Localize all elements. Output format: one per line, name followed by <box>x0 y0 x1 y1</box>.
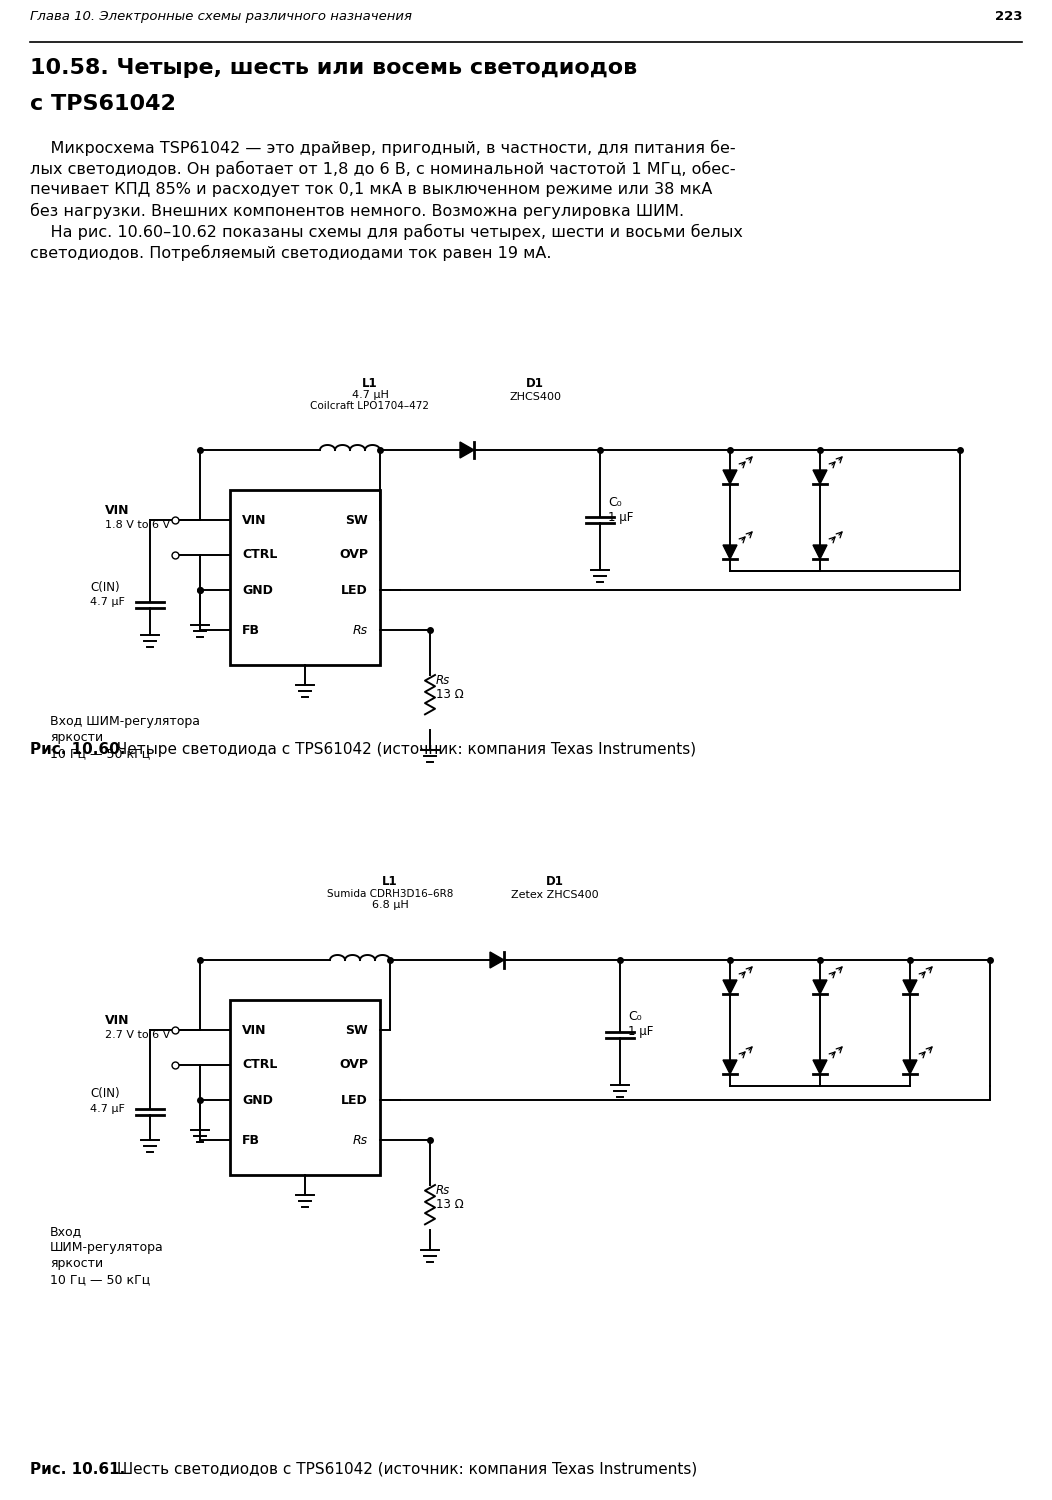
Text: L1: L1 <box>382 874 398 888</box>
Text: 1 µF: 1 µF <box>628 1026 653 1038</box>
Text: VIN: VIN <box>242 1023 266 1036</box>
Text: 223: 223 <box>994 10 1021 22</box>
Text: Вход: Вход <box>50 1226 82 1238</box>
Text: На рис. 10.60–10.62 показаны схемы для работы четырех, шести и восьми белых: На рис. 10.60–10.62 показаны схемы для р… <box>31 224 743 240</box>
Text: C(IN): C(IN) <box>90 580 120 594</box>
Text: яркости: яркости <box>50 1257 103 1270</box>
Text: 1.8 V to 6 V: 1.8 V to 6 V <box>105 520 170 530</box>
Polygon shape <box>723 1060 737 1074</box>
Text: 4.7 µF: 4.7 µF <box>90 1104 125 1114</box>
Text: D1: D1 <box>546 874 564 888</box>
Text: LED: LED <box>341 584 368 597</box>
Text: лых светодиодов. Он работает от 1,8 до 6 В, с номинальной частотой 1 МГц, обес-: лых светодиодов. Он работает от 1,8 до 6… <box>31 160 735 177</box>
Text: 1 µF: 1 µF <box>608 510 633 524</box>
Text: ZHCS400: ZHCS400 <box>509 392 561 402</box>
Text: GND: GND <box>242 584 272 597</box>
Text: Микросхема TSP61042 — это драйвер, пригодный, в частности, для питания бе-: Микросхема TSP61042 — это драйвер, приго… <box>31 140 735 156</box>
Text: 10.58. Четыре, шесть или восемь светодиодов: 10.58. Четыре, шесть или восемь светодио… <box>31 58 638 78</box>
Text: VIN: VIN <box>105 504 129 516</box>
Polygon shape <box>903 1060 917 1074</box>
Polygon shape <box>723 470 737 484</box>
Text: Rs: Rs <box>436 674 450 687</box>
Text: L1: L1 <box>362 376 378 390</box>
Text: с TPS61042: с TPS61042 <box>31 94 176 114</box>
Text: CTRL: CTRL <box>242 549 278 561</box>
Text: без нагрузки. Внешних компонентов немного. Возможна регулировка ШИМ.: без нагрузки. Внешних компонентов немног… <box>31 202 684 219</box>
Text: светодиодов. Потребляемый светодиодами ток равен 19 мА.: светодиодов. Потребляемый светодиодами т… <box>31 244 551 261</box>
Text: Глава 10. Электронные схемы различного назначения: Глава 10. Электронные схемы различного н… <box>31 10 412 22</box>
Bar <box>230 490 380 664</box>
Text: FB: FB <box>242 1134 260 1146</box>
Text: Sumida CDRH3D16–6R8: Sumida CDRH3D16–6R8 <box>327 890 453 898</box>
Text: OVP: OVP <box>339 1059 368 1071</box>
Text: Coilcraft LPO1704–472: Coilcraft LPO1704–472 <box>310 400 429 411</box>
Text: Rs: Rs <box>352 1134 368 1146</box>
Polygon shape <box>460 442 474 458</box>
Text: Рис. 10.61.: Рис. 10.61. <box>31 1462 125 1478</box>
Polygon shape <box>813 470 827 484</box>
Polygon shape <box>903 980 917 994</box>
Text: 13 Ω: 13 Ω <box>436 688 464 702</box>
Text: 6.8 µH: 6.8 µH <box>371 900 408 910</box>
Text: C₀: C₀ <box>628 1011 642 1023</box>
Polygon shape <box>723 544 737 560</box>
Polygon shape <box>490 952 504 968</box>
Text: печивает КПД 85% и расходует ток 0,1 мкА в выключенном режиме или 38 мкА: печивает КПД 85% и расходует ток 0,1 мкА… <box>31 182 712 196</box>
Text: Rs: Rs <box>436 1184 450 1197</box>
Text: SW: SW <box>345 1023 368 1036</box>
Text: VIN: VIN <box>105 1014 129 1026</box>
Text: VIN: VIN <box>242 513 266 526</box>
Polygon shape <box>813 980 827 994</box>
Text: Zetex ZHCS400: Zetex ZHCS400 <box>511 890 599 900</box>
Polygon shape <box>723 980 737 994</box>
Text: 4.7 µF: 4.7 µF <box>90 597 125 608</box>
Text: 10 Гц — 50 кГц: 10 Гц — 50 кГц <box>50 1274 150 1286</box>
Text: D1: D1 <box>526 376 544 390</box>
Text: C(IN): C(IN) <box>90 1088 120 1101</box>
Text: Rs: Rs <box>352 624 368 636</box>
Text: FB: FB <box>242 624 260 636</box>
Text: LED: LED <box>341 1094 368 1107</box>
Text: яркости: яркости <box>50 730 103 744</box>
Polygon shape <box>813 544 827 560</box>
Text: GND: GND <box>242 1094 272 1107</box>
Polygon shape <box>813 1060 827 1074</box>
Text: ШИМ-регулятора: ШИМ-регулятора <box>50 1240 164 1254</box>
Text: 4.7 µH: 4.7 µH <box>351 390 388 400</box>
Bar <box>230 1000 380 1174</box>
Text: 2.7 V to 6 V: 2.7 V to 6 V <box>105 1030 170 1039</box>
Text: Четыре светодиода с TPS61042 (источник: компания Texas Instruments): Четыре светодиода с TPS61042 (источник: … <box>112 742 696 758</box>
Text: OVP: OVP <box>339 549 368 561</box>
Text: Шесть светодиодов с TPS61042 (источник: компания Texas Instruments): Шесть светодиодов с TPS61042 (источник: … <box>112 1462 697 1478</box>
Text: C₀: C₀ <box>608 495 622 508</box>
Text: 13 Ω: 13 Ω <box>436 1198 464 1212</box>
Text: 10 Гц — 50 кГц: 10 Гц — 50 кГц <box>50 747 150 760</box>
Text: SW: SW <box>345 513 368 526</box>
Text: Рис. 10.60.: Рис. 10.60. <box>31 742 125 758</box>
Text: Вход ШИМ-регулятора: Вход ШИМ-регулятора <box>50 716 200 728</box>
Text: CTRL: CTRL <box>242 1059 278 1071</box>
